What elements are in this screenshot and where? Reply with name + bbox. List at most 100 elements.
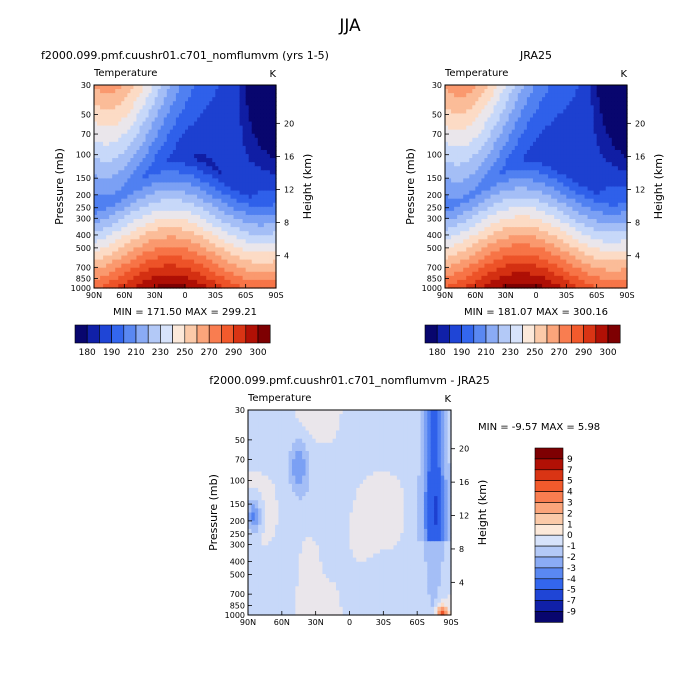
colorbar-label: 250 — [176, 348, 193, 358]
heatmap-cell — [475, 202, 479, 208]
heatmap-cell — [194, 101, 198, 106]
heatmap-cell — [514, 247, 519, 253]
heatmap-cell — [169, 166, 174, 171]
heatmap-cell — [188, 283, 192, 289]
heatmap-cell — [481, 137, 486, 143]
heatmap-cell — [127, 190, 131, 196]
heatmap-cell — [520, 267, 525, 273]
heatmap-cell — [172, 271, 177, 277]
heatmap-cell — [451, 141, 455, 147]
heatmap-cell — [475, 178, 479, 184]
heatmap-cell — [508, 154, 513, 159]
heatmap-cell — [448, 174, 452, 179]
heatmap-cell — [454, 218, 458, 224]
heatmap-cell — [520, 198, 525, 204]
heatmap-cell — [103, 105, 107, 110]
heatmap-cell — [542, 137, 546, 143]
heatmap-cell — [212, 117, 216, 123]
heatmap-cell — [209, 186, 213, 192]
heatmap-cell — [523, 162, 528, 167]
heatmap-cell — [230, 279, 235, 285]
heatmap-cell — [227, 178, 232, 184]
heatmap-cell — [248, 198, 253, 204]
heatmap-cell — [206, 223, 210, 228]
heatmap-cell — [209, 149, 213, 155]
heatmap-cell — [248, 133, 253, 139]
heatmap-cell — [106, 101, 110, 106]
heatmap-cell — [457, 267, 461, 273]
heatmap-cell — [236, 210, 241, 216]
heatmap-cell — [169, 239, 174, 244]
heatmap-cell — [520, 89, 525, 94]
heatmap-cell — [112, 178, 116, 184]
heatmap-cell — [194, 125, 198, 131]
heatmap-cell — [133, 93, 138, 98]
heatmap-cell — [554, 133, 558, 139]
heatmap-cell — [239, 223, 244, 228]
heatmap-cell — [166, 259, 171, 265]
heatmap-cell — [269, 166, 274, 171]
heatmap-cell — [157, 166, 162, 171]
heatmap-cell — [245, 89, 250, 94]
heatmap-cell — [539, 190, 543, 196]
heatmap-cell — [526, 190, 531, 196]
heatmap-cell — [106, 105, 110, 110]
heatmap-cell — [557, 255, 561, 261]
heatmap-cell — [160, 275, 165, 281]
heatmap-cell — [554, 267, 558, 273]
heatmap-cell — [551, 235, 555, 240]
heatmap-cell — [206, 109, 210, 115]
heatmap-cell — [163, 263, 168, 269]
heatmap-cell — [451, 154, 455, 159]
x-tick-label: 90S — [268, 291, 283, 300]
heatmap-cell — [215, 190, 219, 196]
heatmap-cell — [227, 206, 232, 212]
heatmap-cell — [197, 174, 201, 179]
heatmap-cell — [499, 194, 504, 200]
heatmap-cell — [169, 279, 174, 285]
heatmap-cell — [172, 202, 177, 208]
heatmap-cell — [466, 105, 470, 110]
heatmap-cell — [487, 190, 492, 196]
heatmap-cell — [536, 283, 540, 289]
heatmap-cell — [109, 198, 113, 204]
heatmap-cell — [469, 255, 473, 261]
heatmap-cell — [508, 255, 513, 261]
heatmap-cell — [484, 263, 489, 269]
heatmap-cell — [221, 182, 226, 188]
heatmap-cell — [212, 190, 216, 196]
heatmap-cell — [221, 267, 226, 273]
heatmap-cell — [142, 210, 147, 216]
heatmap-cell — [496, 206, 501, 212]
heatmap-cell — [121, 101, 125, 106]
heatmap-cell — [233, 283, 238, 289]
heatmap-cell — [121, 137, 125, 143]
heatmap-cell — [445, 206, 449, 212]
heatmap-cell — [178, 105, 183, 110]
heatmap-cell — [457, 186, 461, 192]
heatmap-cell — [517, 121, 522, 127]
heatmap-cell — [124, 109, 128, 115]
heatmap-cell — [194, 251, 198, 257]
heatmap-cell — [481, 218, 486, 224]
heatmap-cell — [130, 145, 135, 151]
heatmap-cell — [454, 137, 458, 143]
heatmap-cell — [224, 158, 229, 163]
heatmap-cell — [251, 162, 256, 167]
heatmap-cell — [115, 239, 119, 244]
heatmap-cell — [130, 121, 135, 127]
heatmap-cell — [539, 145, 543, 151]
heatmap-cell — [460, 162, 464, 167]
heatmap-cell — [451, 182, 455, 188]
heatmap-cell — [254, 263, 259, 269]
heatmap-cell — [197, 231, 201, 236]
heatmap-cell — [224, 154, 229, 159]
heatmap-cell — [478, 283, 482, 289]
heatmap-cell — [230, 105, 235, 110]
heatmap-cell — [493, 93, 498, 98]
heatmap-cell — [502, 145, 507, 151]
heatmap-cell — [115, 109, 119, 115]
heatmap-cell — [481, 93, 486, 98]
heatmap-cell — [554, 223, 558, 228]
heatmap-cell — [469, 223, 473, 228]
